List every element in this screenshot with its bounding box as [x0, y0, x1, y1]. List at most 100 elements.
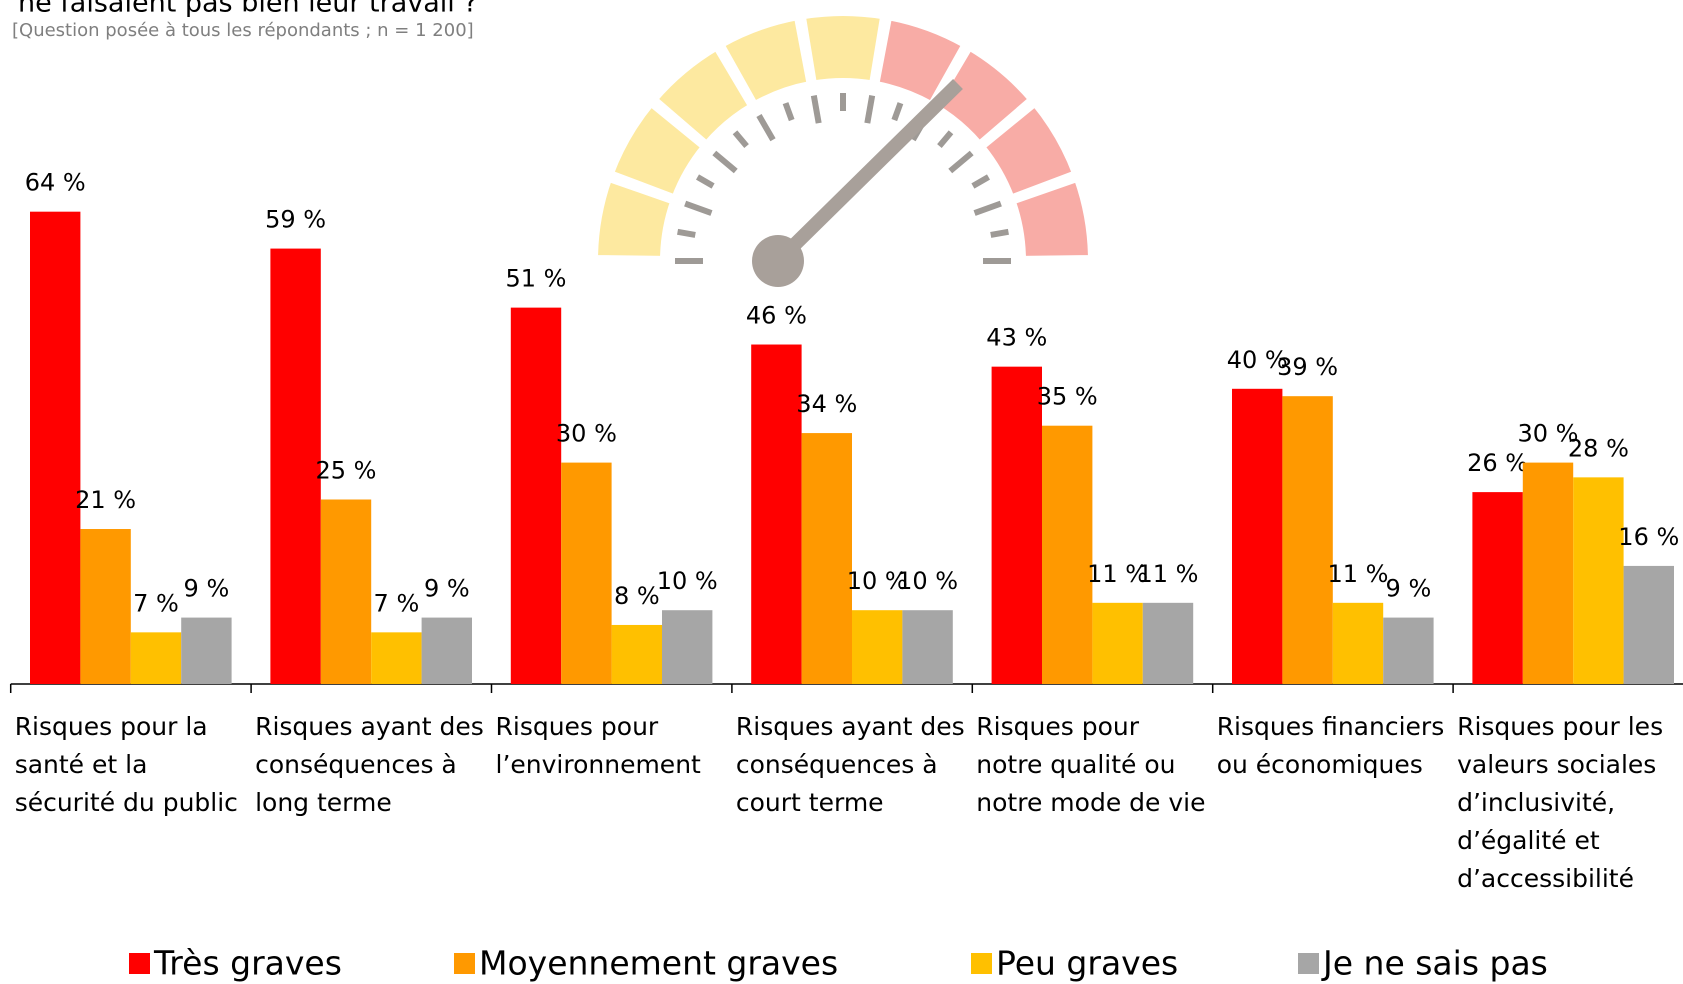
bar: [181, 617, 232, 684]
gauge-tick: [782, 102, 795, 122]
bar: [662, 610, 713, 684]
value-label: 10 %: [847, 567, 908, 595]
value-label: 46 %: [746, 302, 807, 330]
value-label: 51 %: [506, 265, 567, 293]
bar: [270, 248, 321, 684]
bar: [80, 529, 131, 684]
value-label: 40 %: [1227, 346, 1288, 374]
gauge-segment: [978, 99, 1079, 202]
value-label: 7 %: [133, 589, 179, 617]
bar: [751, 344, 802, 684]
bar: [1092, 602, 1143, 684]
gauge-tick: [810, 95, 822, 124]
bar: [130, 632, 182, 684]
x-tick-label: Risques pour la santé et la sécurité du …: [14, 712, 238, 817]
value-label: 7 %: [374, 589, 420, 617]
value-label: 30 %: [1518, 420, 1579, 448]
gauge-tick: [990, 228, 1009, 238]
value-label: 30 %: [556, 420, 617, 448]
chart-title: ne faisaient pas bien leur travail ?: [18, 0, 478, 19]
bar: [1332, 602, 1384, 684]
legend-label: Peu graves: [996, 944, 1178, 983]
legend-swatch: [454, 953, 475, 974]
bar: [991, 366, 1042, 684]
gauge-tick: [864, 95, 876, 124]
gauge-tick: [732, 130, 749, 149]
value-label: 35 %: [1037, 383, 1098, 411]
value-label: 21 %: [75, 486, 136, 514]
value-label: 11 %: [1138, 560, 1199, 588]
bar: [801, 433, 852, 684]
gauge-tick: [684, 200, 713, 216]
legend-swatch: [971, 953, 992, 974]
bar: [1522, 462, 1574, 684]
gauge-segment: [799, 10, 887, 87]
x-tick-label: Risques ayant des conséquences à long te…: [255, 712, 484, 817]
gauge-segment: [591, 175, 677, 262]
gauge-segment: [607, 99, 708, 202]
bar: [1623, 565, 1674, 684]
gauge-segment: [872, 13, 969, 109]
bar: [1042, 425, 1093, 684]
value-label: 11 %: [1087, 560, 1148, 588]
value-label: 9 %: [424, 575, 470, 603]
value-label: 25 %: [316, 457, 377, 485]
gauge-segment: [1009, 175, 1095, 262]
gauge-pivot: [752, 235, 804, 287]
x-tick-label: Risques pour l’environnement: [495, 712, 701, 779]
bar: [611, 624, 662, 684]
bar: [1282, 396, 1333, 684]
bar: [371, 632, 422, 684]
legend-label: Très graves: [153, 944, 342, 983]
x-tick-label: Risques pour les valeurs sociales d’incl…: [1457, 712, 1664, 893]
chart-subtitle: [Question posée à tous les répondants ; …: [12, 20, 474, 41]
bar: [852, 610, 903, 684]
value-label: 10 %: [657, 567, 718, 595]
value-label: 10 %: [897, 567, 958, 595]
value-label: 8 %: [614, 582, 660, 610]
gauge-tick: [971, 174, 990, 189]
value-label: 16 %: [1618, 523, 1679, 551]
gauge-tick: [937, 130, 954, 149]
bar: [902, 610, 953, 684]
value-label: 9 %: [1386, 575, 1432, 603]
gauge-tick: [712, 150, 738, 174]
x-tick-label: Risques pour notre qualité ou notre mode…: [976, 712, 1206, 817]
gauge-tick: [677, 228, 696, 238]
value-label: 39 %: [1277, 353, 1338, 381]
gauge-segment: [650, 43, 756, 148]
gauge-tick: [891, 102, 904, 122]
bar: [510, 307, 562, 684]
gauge-tick: [696, 174, 715, 189]
bar: [1383, 617, 1434, 684]
value-label: 26 %: [1467, 449, 1528, 477]
gauge-tick: [948, 150, 974, 174]
value-label: 59 %: [265, 206, 326, 234]
legend-label: Moyennement graves: [479, 944, 838, 983]
gauge-tick: [973, 200, 1002, 216]
bar: [1472, 492, 1523, 684]
x-tick-label: Risques ayant des conséquences à court t…: [735, 712, 965, 817]
value-label: 34 %: [796, 390, 857, 418]
value-label: 9 %: [184, 575, 230, 603]
legend-swatch: [129, 953, 150, 974]
value-label: 28 %: [1568, 434, 1629, 462]
gauge-segment: [930, 43, 1036, 148]
bar: [1142, 602, 1194, 684]
value-label: 11 %: [1328, 560, 1389, 588]
x-tick-label: Risques financiers ou économiques: [1216, 712, 1445, 779]
value-label: 43 %: [986, 324, 1047, 352]
bar: [421, 617, 472, 684]
gauge-needle: [773, 79, 963, 266]
bar: [561, 462, 612, 684]
legend-swatch: [1298, 953, 1319, 974]
bar: [1232, 388, 1283, 684]
legend-label: Je ne sais pas: [1321, 944, 1548, 983]
gauge-tick: [756, 114, 776, 142]
gauge: [591, 10, 1095, 287]
bar: [1573, 477, 1624, 684]
bar: [320, 499, 372, 684]
bar: [30, 211, 81, 684]
